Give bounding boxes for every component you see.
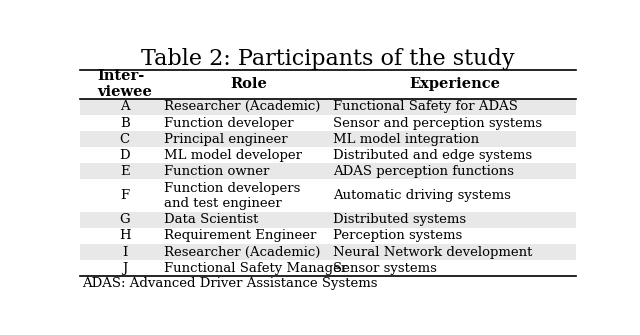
Text: Function owner: Function owner (164, 165, 269, 178)
Bar (80, 260, 576, 276)
Text: Distributed and edge systems: Distributed and edge systems (333, 149, 532, 162)
Text: ML model developer: ML model developer (164, 149, 302, 162)
Text: D: D (119, 149, 130, 162)
Bar (80, 163, 576, 180)
Text: Automatic driving systems: Automatic driving systems (333, 189, 511, 202)
Bar (80, 99, 576, 115)
Text: Role: Role (230, 77, 267, 91)
Text: C: C (120, 133, 130, 146)
Bar (80, 180, 576, 212)
Text: ADAS: Advanced Driver Assistance Systems: ADAS: Advanced Driver Assistance Systems (83, 277, 378, 290)
Text: Data Scientist: Data Scientist (164, 213, 259, 226)
Text: F: F (120, 189, 129, 202)
Text: Functional Safety Manager: Functional Safety Manager (164, 262, 348, 275)
Bar (80, 244, 576, 260)
Bar (80, 147, 576, 163)
Text: G: G (119, 213, 130, 226)
Text: A: A (120, 100, 129, 114)
Text: Researcher (Academic): Researcher (Academic) (164, 246, 321, 259)
Bar (80, 131, 576, 147)
Bar (80, 212, 576, 228)
Text: E: E (120, 165, 129, 178)
Text: Experience: Experience (409, 77, 500, 91)
Text: Table 2: Participants of the study: Table 2: Participants of the study (141, 48, 515, 70)
Text: Inter-
viewee: Inter- viewee (97, 69, 152, 99)
Text: H: H (119, 229, 131, 243)
Bar (80, 228, 576, 244)
Text: ADAS perception functions: ADAS perception functions (333, 165, 514, 178)
Text: B: B (120, 117, 129, 130)
Text: Functional Safety for ADAS: Functional Safety for ADAS (333, 100, 518, 114)
Text: Function developers
and test engineer: Function developers and test engineer (164, 182, 301, 210)
Text: Function developer: Function developer (164, 117, 294, 130)
Text: I: I (122, 246, 127, 259)
Text: ML model integration: ML model integration (333, 133, 479, 146)
Text: Sensor and perception systems: Sensor and perception systems (333, 117, 542, 130)
Bar (80, 115, 576, 131)
Text: Principal engineer: Principal engineer (164, 133, 288, 146)
Text: Perception systems: Perception systems (333, 229, 462, 243)
Bar (80, 70, 576, 99)
Text: Distributed systems: Distributed systems (333, 213, 466, 226)
Text: J: J (122, 262, 127, 275)
Text: Sensor systems: Sensor systems (333, 262, 437, 275)
Text: Researcher (Academic): Researcher (Academic) (164, 100, 321, 114)
Text: Neural Network development: Neural Network development (333, 246, 532, 259)
Text: Requirement Engineer: Requirement Engineer (164, 229, 317, 243)
